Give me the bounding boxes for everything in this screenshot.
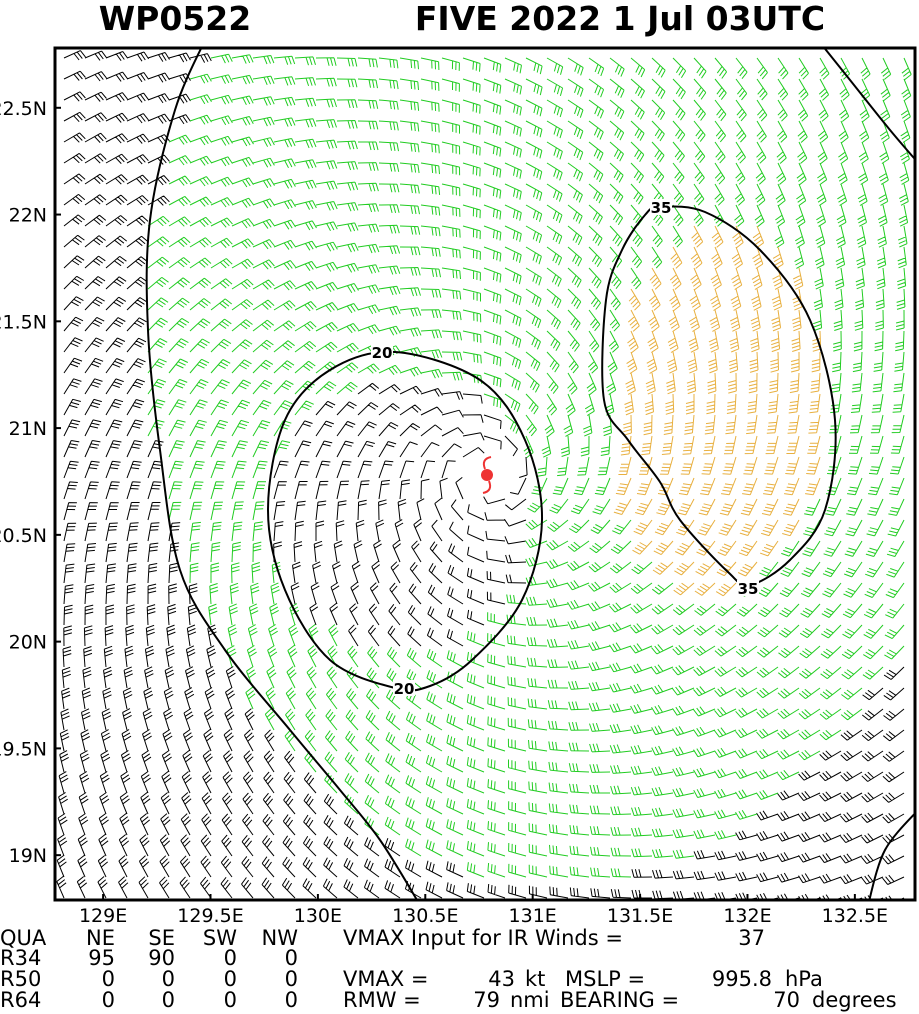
info-text: 0 [224, 988, 237, 1012]
storm-center [481, 469, 493, 481]
info-text: 0 [224, 967, 237, 991]
info-text: NE [86, 926, 115, 950]
info-text: 0 [285, 946, 298, 970]
contour-line [601, 205, 837, 587]
x-tick-label: 132.5E [822, 905, 888, 927]
x-tick-label: 130.5E [392, 905, 458, 927]
info-text: 43 [488, 967, 515, 991]
contour-line [868, 811, 915, 900]
info-text: hPa [785, 967, 823, 991]
y-tick-label: 22.5N [0, 98, 47, 120]
y-tick-label: 20N [9, 632, 47, 654]
info-text: 0 [285, 967, 298, 991]
contour-label-bg [650, 199, 672, 215]
info-text: kt [525, 967, 545, 991]
x-tick-label: 130E [294, 905, 342, 927]
info-text: MSLP = [565, 967, 645, 991]
info-text: 0 [224, 946, 237, 970]
contour-label-bg [737, 580, 759, 596]
info-text: QUA [0, 926, 47, 950]
title-left: WP0522 [99, 0, 251, 38]
x-tick-label: 131E [509, 905, 557, 927]
wind-barbs [613, 225, 822, 597]
info-text: nmi [510, 988, 550, 1012]
info-text: 0 [285, 988, 298, 1012]
y-tick-label: 19N [9, 845, 47, 867]
x-tick-label: 131.5E [607, 905, 673, 927]
x-tick-label: 132E [723, 905, 771, 927]
info-text: NW [262, 926, 299, 950]
title-right: FIVE 2022 1 Jul 03UTC [415, 0, 825, 38]
y-tick-label: 21.5N [0, 311, 47, 333]
info-text: SW [203, 926, 237, 950]
contour-label: 35 [651, 199, 672, 217]
contour-label-bg [371, 344, 393, 360]
info-text: SE [148, 926, 175, 950]
info-text: 79 [473, 988, 500, 1012]
info-text: 95 [88, 946, 115, 970]
info-text: R50 [0, 967, 41, 991]
contours [145, 48, 915, 900]
info-text: 37 [738, 926, 765, 950]
plot-frame [53, 46, 917, 902]
info-text: 0 [102, 967, 115, 991]
contour-label-bg [393, 680, 415, 696]
contour-line [145, 48, 419, 900]
storm-center-arm [482, 456, 492, 494]
info-text: 0 [102, 988, 115, 1012]
info-text: 90 [148, 946, 175, 970]
info-text: RMW = [343, 988, 421, 1012]
wind-barbs [56, 50, 905, 900]
x-tick-label: 129.5E [177, 905, 243, 927]
y-tick-label: 19.5N [0, 738, 47, 760]
info-text: 995.8 [712, 967, 772, 991]
info-text: VMAX = [343, 967, 429, 991]
info-text: R34 [0, 946, 41, 970]
y-tick-label: 22N [9, 205, 47, 227]
info-text: degrees [812, 988, 897, 1012]
contour-label: 20 [394, 680, 415, 698]
contour-line [823, 48, 915, 161]
x-tick-label: 129E [79, 905, 127, 927]
info-text: BEARING = [560, 988, 679, 1012]
y-tick-label: 20.5N [0, 525, 47, 547]
contour-label: 20 [372, 344, 393, 362]
info-text: VMAX Input for IR Winds = [343, 926, 623, 950]
contour-label: 35 [738, 580, 759, 598]
info-text: R64 [0, 988, 41, 1012]
info-text: 0 [162, 967, 175, 991]
info-text: 70 [773, 988, 800, 1012]
y-tick-label: 21N [9, 418, 47, 440]
info-text: 0 [162, 988, 175, 1012]
